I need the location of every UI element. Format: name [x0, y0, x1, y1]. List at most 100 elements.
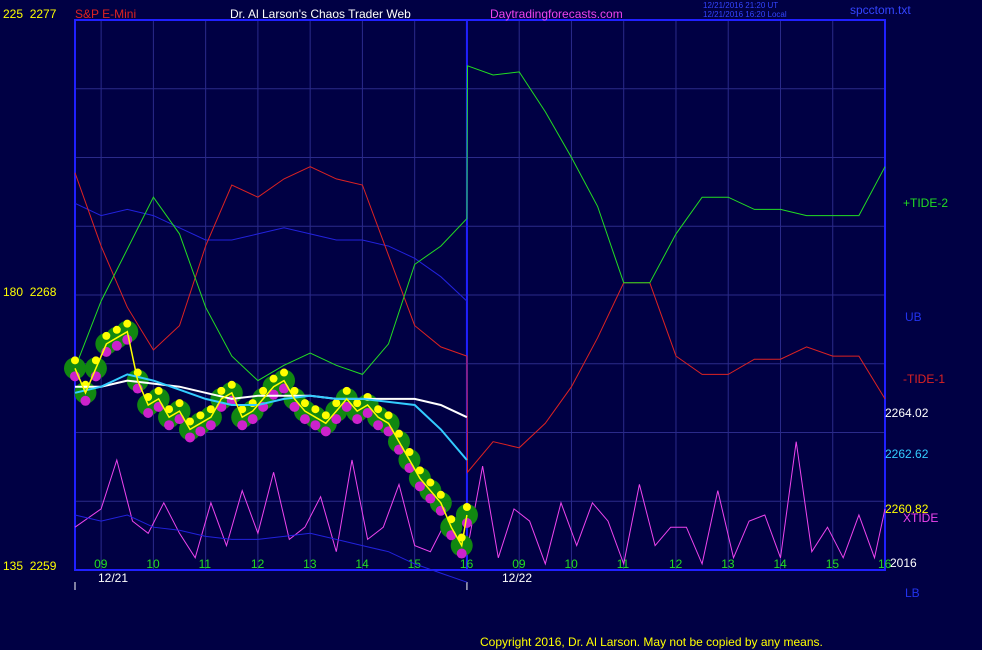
x-tick-label: 10: [146, 557, 160, 571]
price-high-marker: [342, 386, 351, 395]
date-label-day1: 12/21: [98, 571, 128, 585]
price-high-marker: [71, 356, 79, 365]
price-low-marker: [174, 414, 185, 425]
file-label: spcctom.txt: [850, 3, 911, 17]
series-line-white-average: [75, 379, 468, 419]
price-high-marker: [123, 319, 132, 328]
price-high-marker: [321, 411, 330, 420]
x-tick-label: 13: [721, 557, 735, 571]
price-low-marker: [268, 389, 279, 400]
price-low-marker: [164, 420, 175, 431]
price-high-marker: [206, 405, 215, 414]
chart-grid: 09 10 11 12 13 14 15 16 09 10 11 12 13 14 15 16: [74, 19, 892, 590]
price-low-marker: [122, 334, 133, 345]
price-low-marker: [279, 383, 290, 394]
price-low-marker: [184, 432, 195, 443]
price-high-marker: [175, 399, 184, 408]
tide1-label: -TIDE-1: [903, 372, 945, 386]
price-high-marker: [426, 478, 435, 487]
price-low-marker: [247, 414, 258, 425]
x-tick-label: 16: [878, 557, 892, 571]
series-line--tide-1: [74, 166, 886, 474]
x-tick-label: 12: [251, 557, 265, 571]
x-tick-label: 15: [826, 557, 840, 571]
x-tick-label: 09: [94, 557, 108, 571]
price-high-marker: [217, 386, 226, 395]
price-low-marker: [299, 414, 310, 425]
price-high-marker: [353, 399, 362, 408]
price-high-marker: [165, 405, 174, 414]
instrument-label: S&P E-Mini: [75, 7, 136, 21]
price-high-marker: [436, 490, 445, 499]
price-low-marker: [352, 414, 363, 425]
price-low-marker: [331, 414, 342, 425]
price-low-marker: [153, 401, 164, 412]
date-label-day2: 12/22: [502, 571, 532, 585]
price-low-marker: [394, 444, 404, 455]
year-label: 2016: [890, 556, 917, 570]
price-low-marker: [414, 481, 425, 492]
price-low-marker: [195, 426, 206, 437]
price-high-marker: [462, 503, 471, 511]
price-high-marker: [269, 374, 278, 383]
price-low-marker: [404, 463, 415, 473]
price-high-marker: [112, 325, 121, 334]
tide2-label: +TIDE-2: [903, 196, 948, 210]
chart-title: Dr. Al Larson's Chaos Trader Web: [230, 7, 411, 21]
price-high-marker: [154, 386, 163, 395]
series-line-xtide: [74, 441, 886, 566]
x-tick-label: 14: [773, 557, 787, 571]
price-low-marker: [362, 408, 373, 418]
series-layer: [64, 65, 886, 583]
series-line-lb: [74, 514, 468, 583]
lb-label: LB: [905, 586, 920, 600]
price-high-marker: [415, 466, 424, 475]
price-high-marker: [374, 405, 383, 414]
series-line-price: [74, 330, 468, 548]
price-low-marker: [383, 426, 394, 437]
ub-label: UB: [905, 310, 922, 324]
x-tick-label: 09: [512, 557, 526, 571]
price-low-marker: [341, 401, 352, 412]
price-high-marker: [227, 380, 236, 389]
price-low-marker: [456, 548, 467, 559]
price-high-marker: [405, 448, 414, 456]
time-label-local: 12/21/2016 16:20 Local: [703, 10, 787, 19]
series-line--tide-2: [74, 65, 886, 382]
x-tick-label: 13: [303, 557, 317, 571]
price-high-marker: [290, 386, 299, 395]
x-tick-label: 11: [617, 557, 630, 571]
price-low-marker: [425, 493, 436, 504]
price-high-marker: [280, 368, 289, 377]
time-label-ut: 12/21/2016 21:20 UT: [703, 1, 778, 10]
price-low-marker: [205, 420, 216, 431]
x-tick-label: 10: [564, 557, 578, 571]
cyan-average-value: 2262.62: [885, 447, 929, 461]
x-tick-label: 16: [460, 557, 474, 571]
x-tick-label: 14: [355, 557, 369, 571]
price-value: 2260.82: [885, 502, 929, 516]
price-low-marker: [310, 420, 321, 431]
price-low-marker: [446, 530, 457, 541]
price-low-marker: [143, 408, 154, 418]
price-high-marker: [311, 405, 320, 414]
price-high-marker: [300, 399, 309, 408]
white-average-value: 2264.02: [885, 406, 929, 420]
xtide-label: XTIDE: [903, 511, 938, 525]
price-low-marker: [373, 420, 384, 431]
price-low-marker: [320, 426, 331, 437]
x-tick-label: 12: [669, 557, 683, 571]
price-low-marker: [80, 395, 91, 406]
price-high-marker: [196, 411, 205, 420]
price-low-marker: [289, 401, 300, 412]
site-label: Daytradingforecasts.com: [490, 7, 623, 21]
x-tick-label: 11: [199, 557, 212, 571]
price-high-marker: [384, 411, 393, 420]
price-low-marker: [461, 518, 472, 528]
series-line-ub: [74, 202, 468, 302]
price-band-marker: [455, 504, 478, 526]
series-line-cyan-average: [74, 373, 468, 461]
price-low-marker: [111, 340, 122, 351]
copyright-notice: Copyright 2016, Dr. Al Larson. May not b…: [480, 635, 823, 649]
